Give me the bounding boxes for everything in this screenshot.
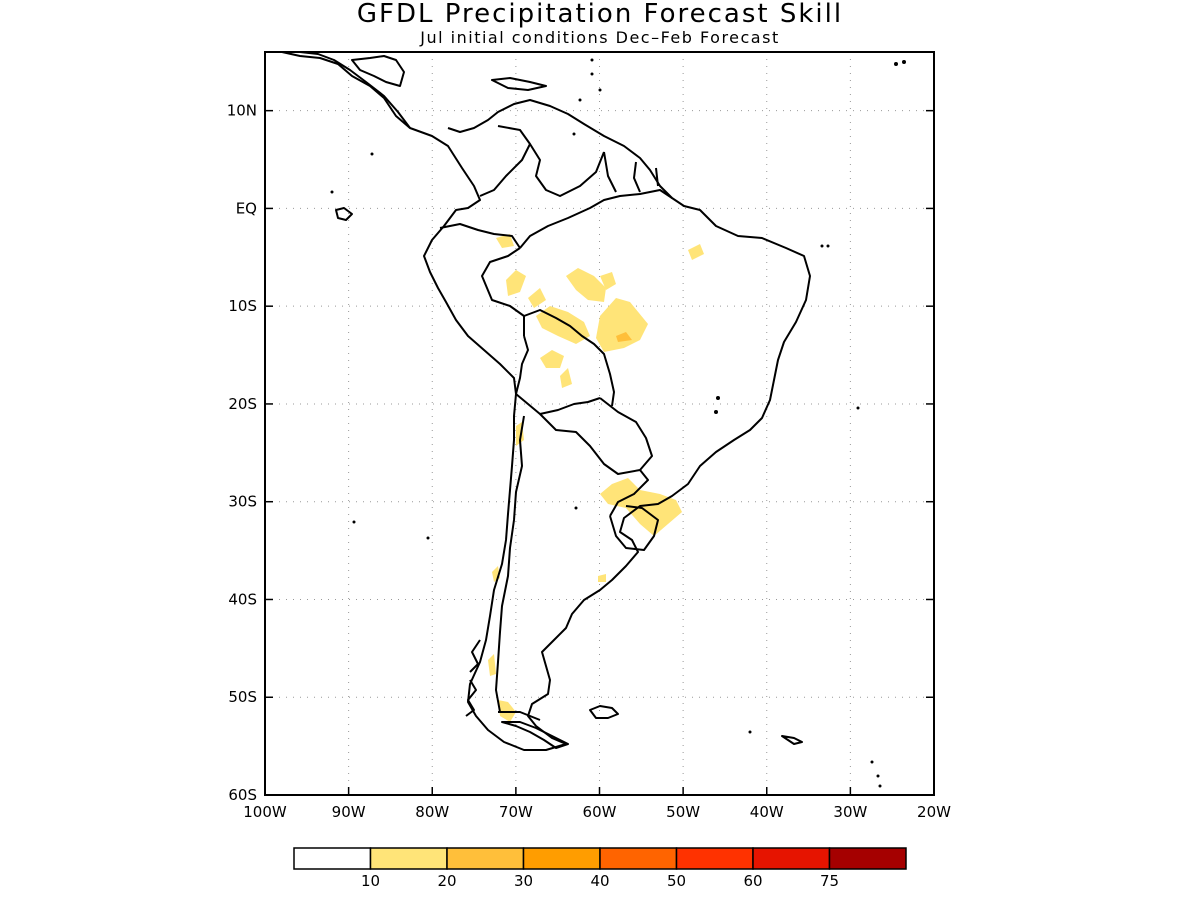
axis-ticks: 100W 90W 80W 70W 60W 50W 40W 30W 20W 10N EQ 10S 20S 3… (227, 102, 951, 821)
colorbar-label: 60 (743, 872, 762, 890)
skill-patch-mato-grosso (596, 298, 648, 352)
colorbar-label: 40 (590, 872, 609, 890)
lon-tick-label: 20W (917, 803, 951, 821)
colorbar-swatch (369, 847, 448, 870)
lat-tick-label: 40S (228, 590, 257, 608)
colorbar: 10 20 30 40 50 60 75 (293, 847, 907, 890)
colorbar-swatch (599, 847, 678, 870)
south-georgia (781, 735, 803, 745)
lon-tick-label: 60W (583, 803, 617, 821)
falkland-islands (589, 705, 619, 719)
colorbar-swatch (293, 847, 372, 870)
border-venezuela-guyana (529, 143, 605, 197)
skill-patch-pampas (598, 574, 606, 582)
central-america-north (351, 55, 405, 87)
lat-tick-label: 30S (228, 493, 257, 511)
skill-patch-amazon-north (496, 234, 514, 248)
land-outlines (281, 52, 811, 751)
skill-shading (488, 234, 704, 722)
border-uruguay (609, 505, 659, 551)
map-title: GFDL Precipitation Forecast Skill (356, 0, 844, 29)
border-patagonia (498, 711, 541, 721)
skill-patch-amapa (688, 244, 704, 260)
colorbar-swatch (752, 847, 831, 870)
colorbar-swatch (522, 847, 601, 870)
lat-tick-label: 10N (227, 102, 257, 120)
border-argentina-brazil (609, 469, 649, 517)
skill-patch-amazon-central-2 (600, 272, 616, 290)
colorbar-label: 10 (361, 872, 380, 890)
skill-patch-amazon-central (566, 268, 606, 302)
lat-tick-label: EQ (236, 199, 257, 217)
border-colombia-venezuela (479, 125, 531, 197)
colorbar-label: 30 (514, 872, 533, 890)
skill-patch-bolivia-2 (560, 368, 572, 388)
continent-coastline (281, 52, 811, 751)
skill-patch-mato-grosso-core (616, 332, 632, 342)
border-brazil-north (519, 189, 673, 249)
colorbar-label: 50 (667, 872, 686, 890)
chile-fjords (465, 639, 481, 717)
skill-patch-amazon-west (506, 270, 526, 296)
lat-tick-label: 50S (228, 688, 257, 706)
border-peru-bolivia (515, 335, 529, 395)
caribbean-islands (491, 77, 547, 91)
colorbar-swatch (675, 847, 754, 870)
lon-tick-label: 70W (499, 803, 533, 821)
lon-tick-label: 40W (750, 803, 784, 821)
border-chile-argentina (495, 415, 525, 713)
lat-tick-label: 10S (228, 297, 257, 315)
lon-tick-label: 100W (243, 803, 287, 821)
skill-patch-patagonia-2 (488, 654, 496, 676)
border-bolivia-south (515, 393, 601, 415)
border-colombia-ecuador-peru (439, 223, 521, 249)
gridlines (265, 52, 934, 795)
small-islands (330, 58, 906, 788)
colorbar-swatch (446, 847, 525, 870)
lat-tick-label: 20S (228, 395, 257, 413)
lon-tick-label: 90W (332, 803, 366, 821)
border-peru-brazil (481, 247, 525, 336)
border-paraguay (539, 397, 653, 475)
lon-tick-label: 80W (415, 803, 449, 821)
map-subtitle: Jul initial conditions Dec–Feb Forecast (420, 28, 780, 47)
lon-tick-label: 50W (666, 803, 700, 821)
skill-shading-high (616, 332, 632, 342)
colorbar-label: 20 (437, 872, 456, 890)
lat-tick-label: 60S (228, 786, 257, 804)
central-america-coast (299, 52, 411, 129)
tierra-del-fuego (501, 721, 569, 749)
border-guianas (603, 151, 659, 193)
skill-patch-acre (528, 288, 546, 308)
skill-patch-bolivia (540, 350, 564, 368)
border-bolivia-brazil (523, 309, 615, 407)
lon-tick-label: 30W (833, 803, 867, 821)
colorbar-swatch (828, 847, 907, 870)
colorbar-label: 75 (820, 872, 839, 890)
galapagos (335, 207, 353, 221)
